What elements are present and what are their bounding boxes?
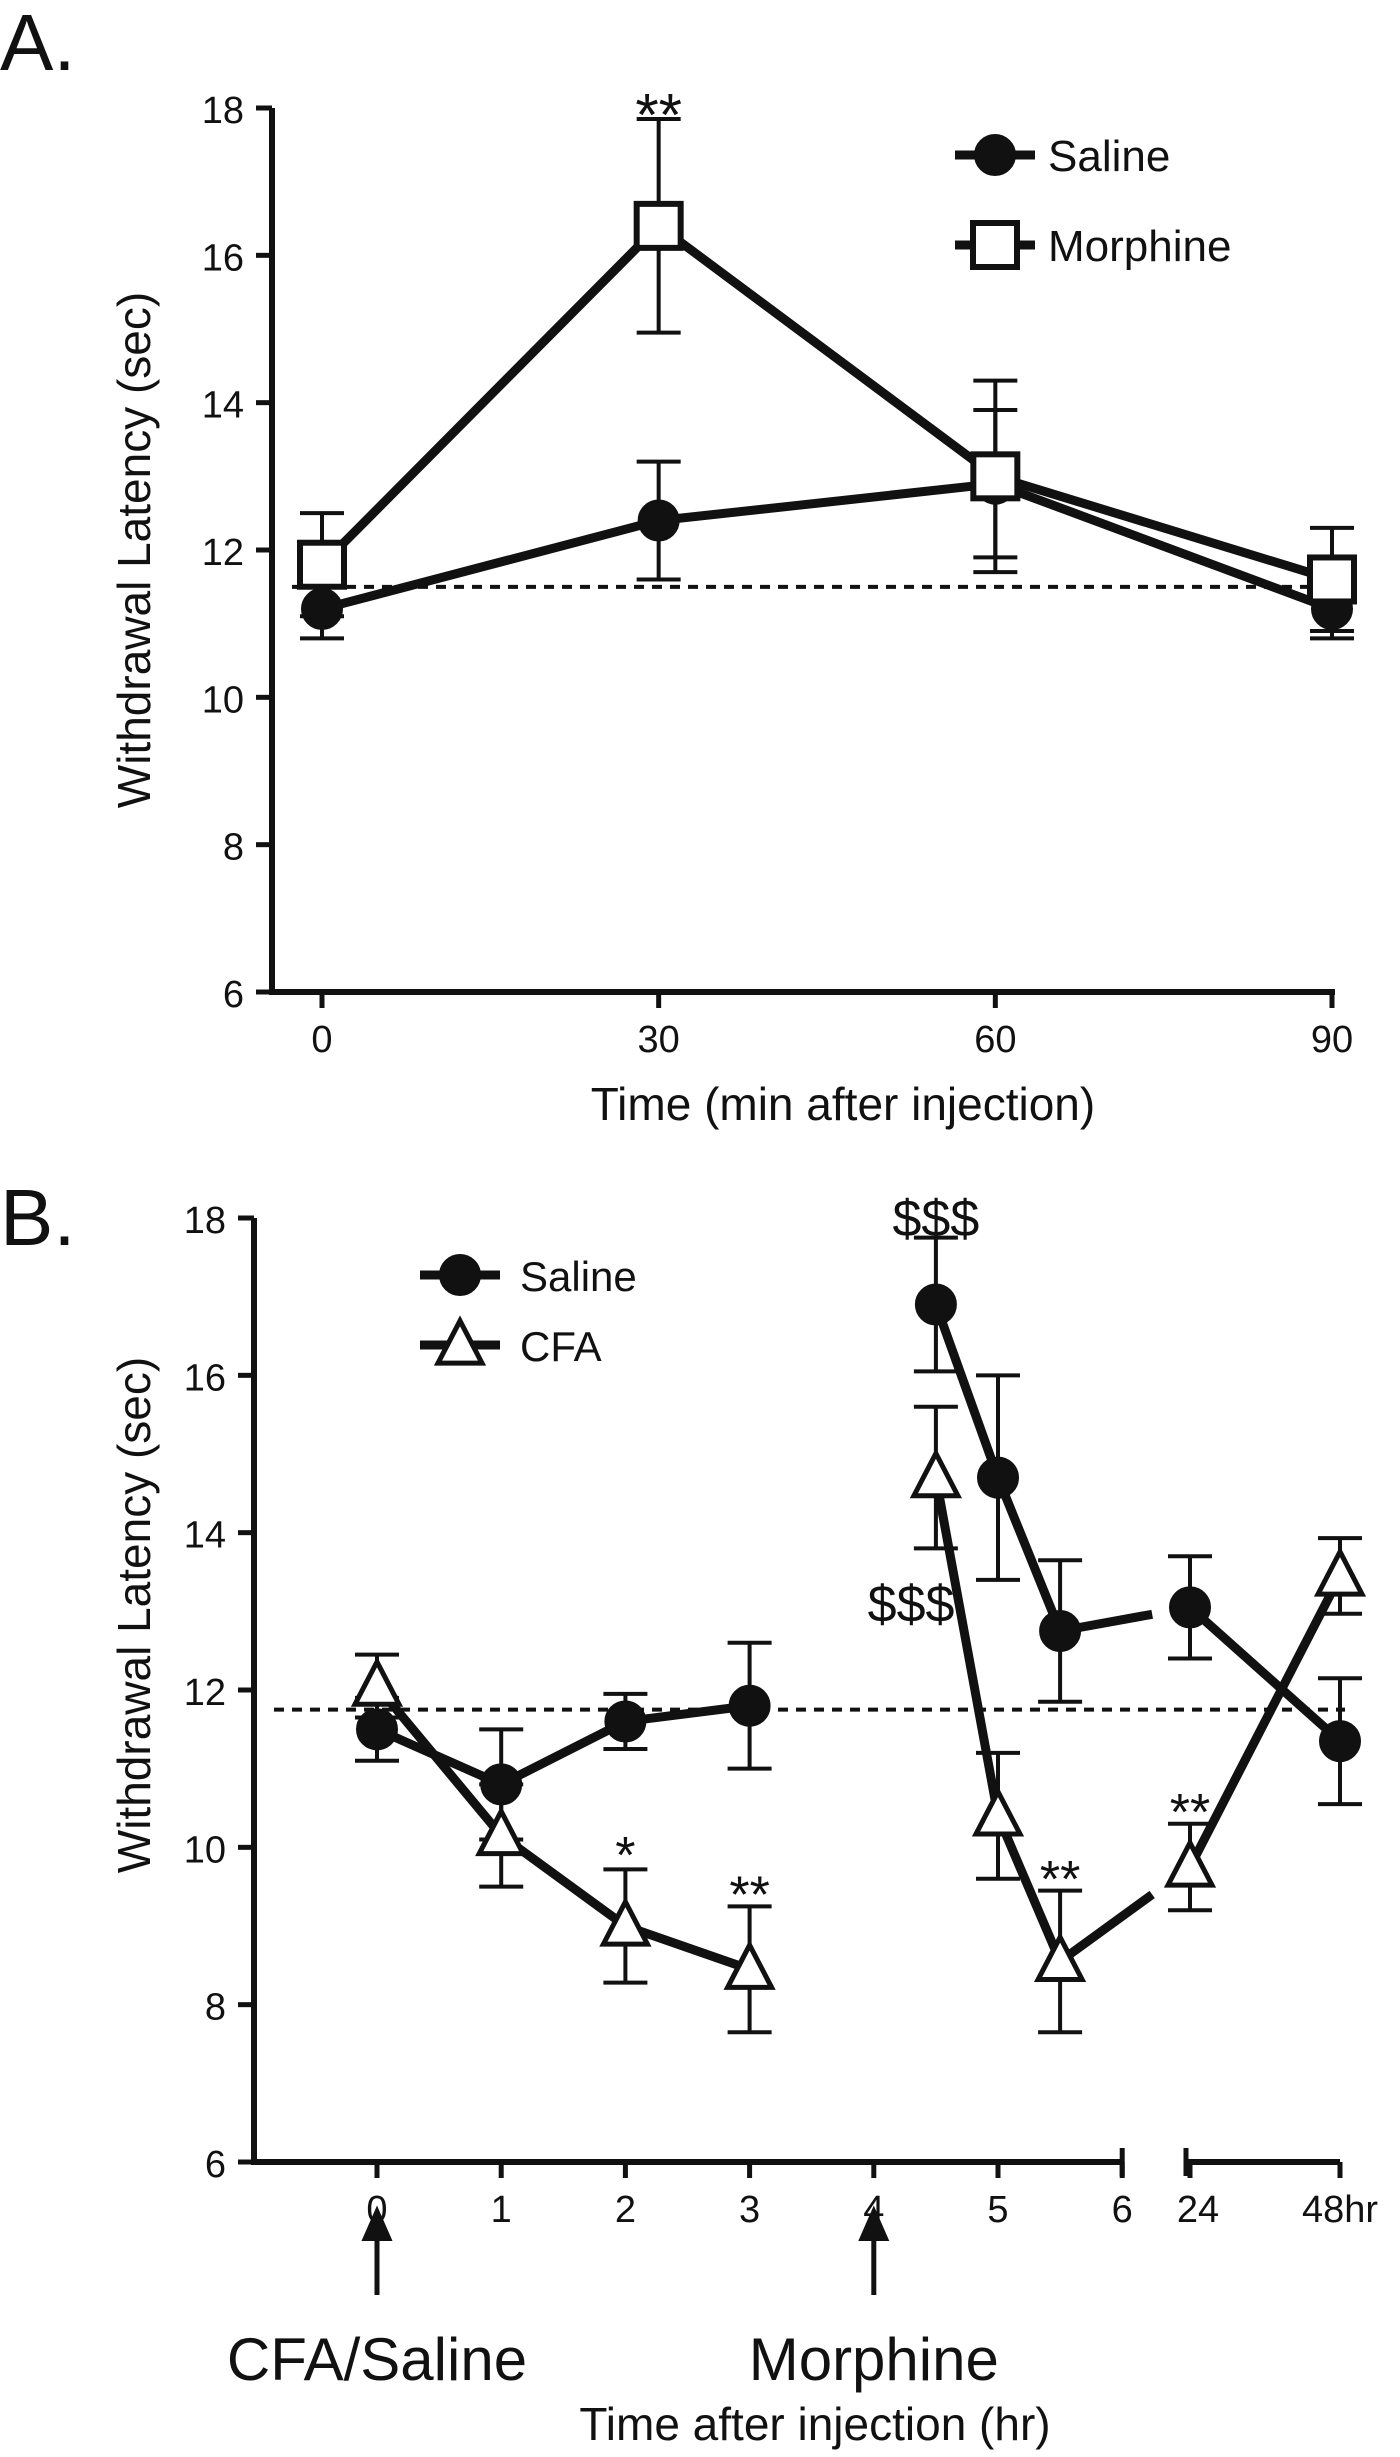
panel-b-significance-label: ** <box>729 1867 769 1925</box>
panel-a-y-tick-label: 10 <box>202 679 244 721</box>
legend-label-saline: Saline <box>1048 132 1170 181</box>
panel-b-data-point <box>914 1283 957 1326</box>
panel-b-data-point <box>728 1684 771 1727</box>
panel-b-x-tick-label: 2 <box>615 2189 636 2231</box>
panel-b-chart: B. 68101214161801234562448hr***$$$$$$***… <box>0 1173 1378 2450</box>
panel-b-x-tick-label: 5 <box>987 2189 1008 2231</box>
panel-a-series-morphine <box>297 117 1357 634</box>
panel-b-x-tick-label: 48hr <box>1302 2189 1378 2231</box>
panel-b-data-point <box>604 1700 647 1743</box>
legend-marker-saline <box>439 1254 481 1296</box>
event-arrow-head <box>361 2205 393 2241</box>
panel-b-significance-label: ** <box>1040 1851 1080 1909</box>
panel-b-label: B. <box>0 1173 76 1262</box>
panel-a-legend: Saline Morphine <box>955 132 1231 271</box>
panel-b-data-point <box>599 1896 652 1947</box>
panel-b-data-point <box>723 1939 776 1990</box>
panel-b-y-tick-label: 6 <box>205 2144 226 2186</box>
panel-a-x-axis-label: Time (min after injection) <box>591 1078 1095 1130</box>
panel-b-y-tick-label: 8 <box>205 1987 226 2029</box>
event-label: CFA/Saline <box>227 2326 527 2393</box>
panel-b-x-tick-label: 3 <box>739 2189 760 2231</box>
panel-b-series-cfa <box>350 1404 1367 2035</box>
panel-a-y-tick-label: 12 <box>202 532 244 574</box>
panel-a-y-tick-label: 6 <box>223 974 244 1016</box>
event-label: Morphine <box>749 2326 999 2393</box>
panel-b-x-axis-label: Time after injection (hr) <box>579 2398 1050 2450</box>
legend-marker-saline <box>974 134 1016 176</box>
panel-a-series-line-morphine <box>318 221 1334 584</box>
panel-a-data-point <box>970 451 1021 502</box>
panel-b-data-point <box>1033 1931 1087 1983</box>
panel-b-y-tick-label: 14 <box>184 1515 226 1557</box>
event-arrow-head <box>858 2205 890 2241</box>
panel-a-y-tick-label: 16 <box>202 237 244 279</box>
panel-a-significance-label: ** <box>635 81 682 148</box>
panel-b-y-tick-label: 18 <box>184 1200 226 1242</box>
panel-b-significance-label: ** <box>1170 1784 1210 1842</box>
panel-b-series-stub <box>1057 1890 1155 1966</box>
panel-b-data-point <box>1319 1720 1361 1763</box>
panel-a-chart: A. 6 8 10 12 14 16 18 0 30 60 90 ** Saline Morphine T… <box>0 0 1357 1130</box>
panel-b-data-point <box>1313 1546 1367 1597</box>
panel-b-series-line-saline <box>1187 1604 1343 1745</box>
panel-b-data-point <box>971 1786 1025 1837</box>
panel-b-significance-label: * <box>615 1827 635 1885</box>
panel-b-legend: Saline CFA <box>420 1253 637 1370</box>
panel-b-x-tick-label: 24 <box>1177 2189 1219 2231</box>
panel-b-significance-label: $$$ <box>893 1190 980 1248</box>
panel-a-y-tick-label: 8 <box>223 827 244 869</box>
panel-b-data-point <box>475 1805 528 1857</box>
panel-b-y-tick-label: 10 <box>184 1829 226 1871</box>
panel-b-data-point <box>1039 1610 1082 1652</box>
panel-b-data-point <box>1163 1837 1217 1888</box>
panel-a-y-axis-label: Withdrawal Latency (sec) <box>108 292 160 808</box>
legend-marker-morphine <box>970 220 1020 270</box>
panel-b-series-saline <box>355 1235 1362 1842</box>
panel-a-data-point <box>297 539 347 590</box>
panel-a-data-point <box>637 499 680 542</box>
panel-b-significance-label: $$$ <box>868 1575 955 1633</box>
panel-a-y-tick-label: 18 <box>202 90 244 132</box>
panel-a-x-tick-label: 0 <box>311 1019 332 1061</box>
panel-b-data-point <box>977 1456 1019 1499</box>
legend-label-cfa: CFA <box>520 1323 602 1370</box>
panel-a-label: A. <box>0 0 76 87</box>
panel-a-series-line-saline <box>320 479 1334 614</box>
panel-a-series-saline <box>300 408 1354 641</box>
panel-a-data-point <box>633 200 684 251</box>
panel-a-x-tick-label: 90 <box>1311 1019 1353 1061</box>
panel-b-x-tick-label: 6 <box>1112 2189 1133 2231</box>
panel-b-data-point <box>350 1656 404 1707</box>
panel-b-data-point <box>909 1447 963 1499</box>
legend-marker-cfa <box>433 1315 487 1366</box>
panel-b-data-point <box>1169 1586 1211 1629</box>
panel-a-x-tick-label: 60 <box>974 1019 1016 1061</box>
panel-b-series-line-cfa <box>373 1683 752 1974</box>
panel-b-series-line-cfa <box>1185 1573 1345 1870</box>
panel-b-series-line-saline <box>375 1701 751 1789</box>
legend-label-morphine: Morphine <box>1048 222 1231 271</box>
legend-label-saline: Saline <box>520 1253 637 1300</box>
panel-a-data-point <box>1307 554 1357 605</box>
panel-b-y-axis-label: Withdrawal Latency (sec) <box>108 1357 160 1873</box>
panel-b-y-tick-label: 16 <box>184 1357 226 1399</box>
panel-a-x-tick-label: 30 <box>638 1019 680 1061</box>
panel-b-y-tick-label: 12 <box>184 1672 226 1714</box>
panel-b-x-tick-label: 1 <box>491 2189 512 2231</box>
panel-a-y-tick-label: 14 <box>202 385 244 427</box>
